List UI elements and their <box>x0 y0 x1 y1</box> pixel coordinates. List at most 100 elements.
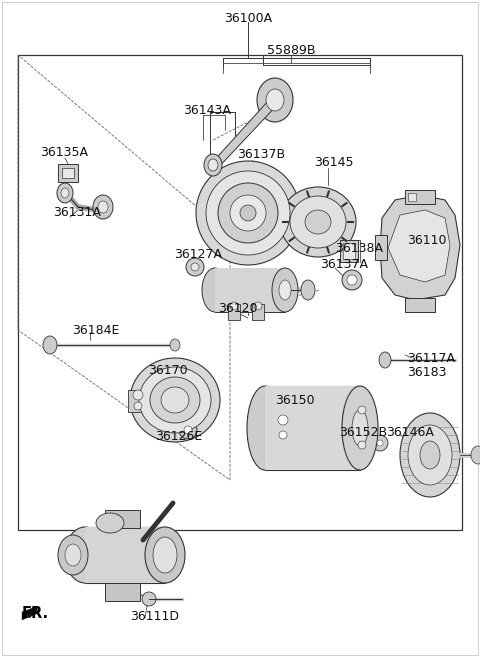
Ellipse shape <box>142 592 156 606</box>
Ellipse shape <box>133 390 143 400</box>
Ellipse shape <box>290 196 346 248</box>
Ellipse shape <box>408 425 452 485</box>
Bar <box>58 164 78 182</box>
Polygon shape <box>22 606 38 620</box>
Ellipse shape <box>280 187 356 257</box>
Ellipse shape <box>218 183 278 243</box>
Bar <box>215 268 285 312</box>
Ellipse shape <box>139 367 211 433</box>
Ellipse shape <box>279 280 291 300</box>
Bar <box>62 168 74 178</box>
Ellipse shape <box>358 441 366 449</box>
Ellipse shape <box>254 302 262 310</box>
Bar <box>105 583 140 601</box>
Ellipse shape <box>202 268 228 312</box>
Ellipse shape <box>43 336 57 354</box>
Ellipse shape <box>240 205 256 221</box>
Ellipse shape <box>342 270 362 290</box>
Ellipse shape <box>186 258 204 276</box>
Ellipse shape <box>184 426 192 434</box>
Ellipse shape <box>145 527 185 583</box>
Ellipse shape <box>98 201 108 213</box>
Ellipse shape <box>279 431 287 439</box>
Text: 36127A: 36127A <box>174 248 222 261</box>
Ellipse shape <box>179 421 197 439</box>
Ellipse shape <box>230 195 266 231</box>
Bar <box>408 193 416 201</box>
Ellipse shape <box>96 513 124 533</box>
Bar <box>340 240 358 262</box>
Text: 36184E: 36184E <box>72 323 120 336</box>
Text: 36135A: 36135A <box>40 147 88 160</box>
Bar <box>375 235 387 260</box>
Ellipse shape <box>61 188 69 198</box>
Text: 36110: 36110 <box>407 233 446 246</box>
Bar <box>18 55 462 530</box>
Ellipse shape <box>153 537 177 573</box>
Ellipse shape <box>471 446 480 464</box>
Ellipse shape <box>352 410 368 446</box>
Text: 36100A: 36100A <box>224 12 272 24</box>
Text: 36126E: 36126E <box>155 430 202 443</box>
Ellipse shape <box>247 386 283 470</box>
Text: 36137B: 36137B <box>237 148 285 162</box>
Ellipse shape <box>196 161 300 265</box>
Ellipse shape <box>266 89 284 111</box>
Ellipse shape <box>150 377 200 423</box>
Text: 36117A: 36117A <box>407 351 455 365</box>
Ellipse shape <box>130 358 220 442</box>
Text: 36150: 36150 <box>275 394 314 407</box>
Ellipse shape <box>278 415 288 425</box>
Ellipse shape <box>372 435 388 451</box>
Ellipse shape <box>230 302 238 310</box>
Text: 36145: 36145 <box>314 156 353 170</box>
Text: FR.: FR. <box>22 606 49 620</box>
Ellipse shape <box>58 535 88 575</box>
Bar <box>265 386 360 470</box>
Text: 36146A: 36146A <box>386 426 434 438</box>
Text: 36183: 36183 <box>407 365 446 378</box>
Ellipse shape <box>204 154 222 176</box>
Ellipse shape <box>400 413 460 497</box>
Bar <box>343 243 355 259</box>
Ellipse shape <box>420 441 440 469</box>
Text: 36131A: 36131A <box>53 206 101 219</box>
Text: 36137A: 36137A <box>320 258 368 271</box>
Text: 36120: 36120 <box>218 302 257 315</box>
Bar <box>128 390 148 412</box>
Ellipse shape <box>377 440 383 446</box>
Ellipse shape <box>379 352 391 368</box>
Ellipse shape <box>208 159 218 171</box>
Ellipse shape <box>170 339 180 351</box>
Text: 36111D: 36111D <box>130 610 179 623</box>
Polygon shape <box>210 100 279 170</box>
Ellipse shape <box>93 195 113 219</box>
Bar <box>405 190 435 204</box>
Bar <box>228 304 240 320</box>
Bar <box>85 527 165 583</box>
Ellipse shape <box>65 544 81 566</box>
Bar <box>105 510 140 528</box>
Ellipse shape <box>257 78 293 122</box>
Text: 36138A: 36138A <box>335 242 383 256</box>
Ellipse shape <box>272 268 298 312</box>
Ellipse shape <box>358 406 366 414</box>
Ellipse shape <box>301 280 315 300</box>
Ellipse shape <box>65 527 105 583</box>
Ellipse shape <box>206 171 290 255</box>
Text: 55889B: 55889B <box>267 43 315 57</box>
Ellipse shape <box>161 387 189 413</box>
Bar <box>405 298 435 312</box>
Ellipse shape <box>305 210 331 234</box>
Polygon shape <box>388 210 450 282</box>
Ellipse shape <box>347 275 357 285</box>
Ellipse shape <box>134 402 142 410</box>
Bar <box>252 304 264 320</box>
Ellipse shape <box>57 183 73 203</box>
Text: 36143A: 36143A <box>183 104 231 116</box>
Ellipse shape <box>191 263 199 271</box>
Text: 36170: 36170 <box>148 363 188 376</box>
Text: 36152B: 36152B <box>339 426 387 438</box>
Ellipse shape <box>342 386 378 470</box>
Bar <box>110 514 118 524</box>
